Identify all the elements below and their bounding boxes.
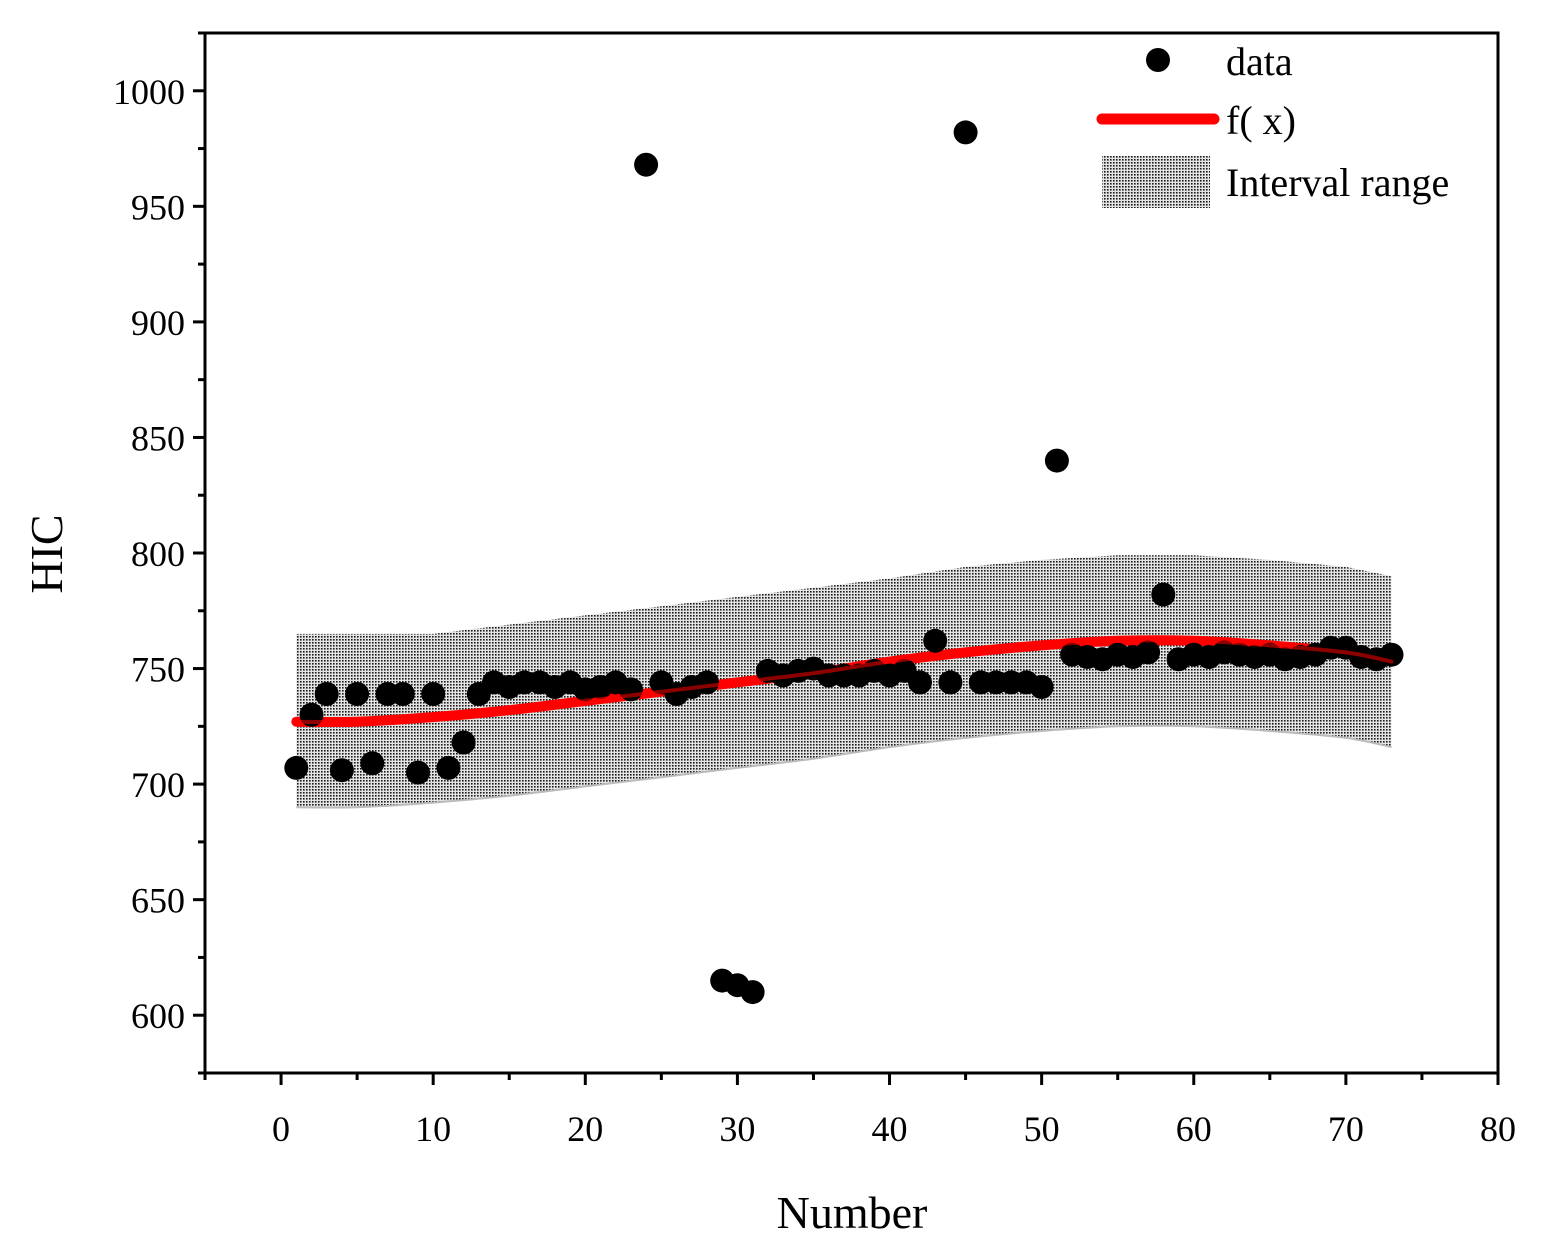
data-point xyxy=(360,751,385,776)
data-point xyxy=(451,730,476,755)
data-point xyxy=(329,758,354,783)
y-tick-label: 1000 xyxy=(113,72,185,112)
y-tick-label: 750 xyxy=(131,650,185,690)
data-point xyxy=(908,670,932,695)
data-point xyxy=(1044,448,1069,473)
fit-line-overlay xyxy=(294,638,1394,725)
legend-data-marker xyxy=(1146,48,1170,72)
legend-label-interval: Interval range xyxy=(1226,160,1449,205)
data-point xyxy=(1029,675,1054,699)
data-point-layer xyxy=(284,120,1404,1005)
y-axis-title: HIC xyxy=(21,514,72,593)
y-tick-label: 900 xyxy=(131,303,185,343)
x-tick-label: 60 xyxy=(1176,1109,1212,1149)
y-tick-label: 650 xyxy=(131,881,185,921)
data-point xyxy=(314,682,339,706)
x-axis: 0 10 20 30 40 50 60 70 80 xyxy=(203,1073,1516,1149)
x-tick-label: 10 xyxy=(415,1109,451,1149)
data-point xyxy=(923,628,948,653)
x-axis-title: Number xyxy=(777,1187,928,1238)
data-point xyxy=(634,152,659,177)
data-point xyxy=(406,760,430,785)
x-tick-label: 70 xyxy=(1328,1109,1364,1149)
y-tick-label: 600 xyxy=(131,996,185,1036)
legend-label-fit: f( x) xyxy=(1226,98,1296,143)
data-point xyxy=(1151,582,1176,607)
y-tick-label: 850 xyxy=(131,418,185,458)
data-point xyxy=(436,755,461,780)
data-point xyxy=(390,682,415,706)
data-point xyxy=(953,120,978,145)
data-point xyxy=(1136,640,1161,665)
x-tick-label: 20 xyxy=(567,1109,603,1149)
legend-interval-swatch xyxy=(1102,156,1210,208)
x-tick-label: 30 xyxy=(719,1109,755,1149)
y-tick-label: 950 xyxy=(131,187,185,227)
y-axis: 600 650 700 750 800 850 900 950 1000 xyxy=(113,31,205,1075)
data-point xyxy=(421,682,446,706)
interval-band-lower-edge xyxy=(296,724,1392,809)
x-tick-label: 80 xyxy=(1480,1109,1516,1149)
x-tick-label: 50 xyxy=(1024,1109,1060,1149)
data-point xyxy=(740,980,765,1005)
data-point xyxy=(345,682,370,706)
x-tick-label: 40 xyxy=(872,1109,908,1149)
data-point xyxy=(284,755,309,780)
data-point xyxy=(938,670,963,695)
legend-label-data: data xyxy=(1226,39,1293,84)
y-tick-label: 700 xyxy=(131,765,185,805)
y-tick-label: 800 xyxy=(131,534,185,574)
data-point xyxy=(695,670,719,695)
legend: data f( x) Interval range xyxy=(1096,39,1449,208)
x-tick-label: 0 xyxy=(272,1109,290,1149)
